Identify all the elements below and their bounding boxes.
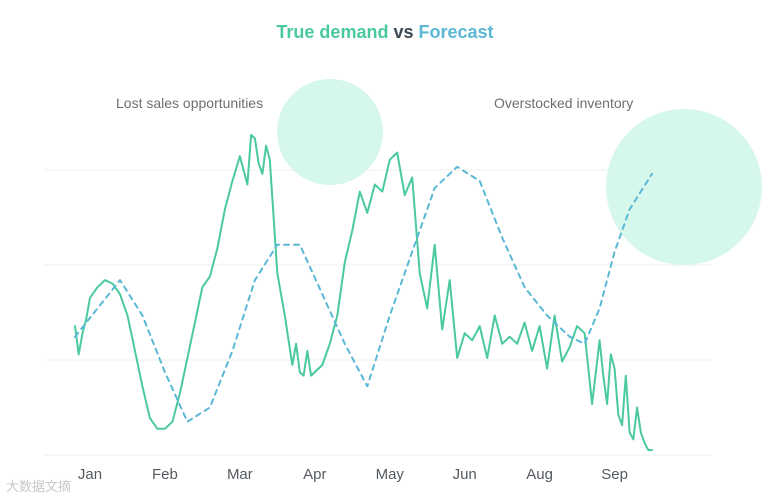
x-tick-mar: Mar bbox=[227, 466, 253, 483]
series-lines bbox=[74, 133, 653, 451]
x-tick-aug: Aug bbox=[526, 466, 553, 483]
title-true-demand: True demand bbox=[276, 22, 389, 42]
x-tick-sep: Sep bbox=[601, 466, 628, 483]
x-tick-may: May bbox=[376, 466, 405, 483]
series-line-forecast bbox=[74, 165, 653, 423]
x-tick-feb: Feb bbox=[152, 466, 178, 483]
chart-title: True demand vs Forecast bbox=[0, 22, 770, 43]
series-line-true-demand bbox=[74, 133, 653, 451]
highlight-circle-lost-sales bbox=[277, 79, 383, 185]
title-vs: vs bbox=[393, 22, 414, 42]
highlight-circle-overstock bbox=[606, 109, 762, 265]
x-tick-jun: Jun bbox=[453, 466, 477, 483]
watermark: 大数据文摘 bbox=[6, 479, 72, 494]
x-tick-jan: Jan bbox=[78, 466, 102, 483]
x-tick-apr: Apr bbox=[303, 466, 326, 483]
annotation-lost-sales: Lost sales opportunities bbox=[116, 95, 263, 111]
x-axis-ticks: Jan Feb Mar Apr May Jun Aug Sep bbox=[78, 466, 628, 483]
title-forecast: Forecast bbox=[418, 22, 494, 42]
annotation-overstocked: Overstocked inventory bbox=[494, 95, 633, 111]
highlight-circles bbox=[277, 79, 762, 265]
